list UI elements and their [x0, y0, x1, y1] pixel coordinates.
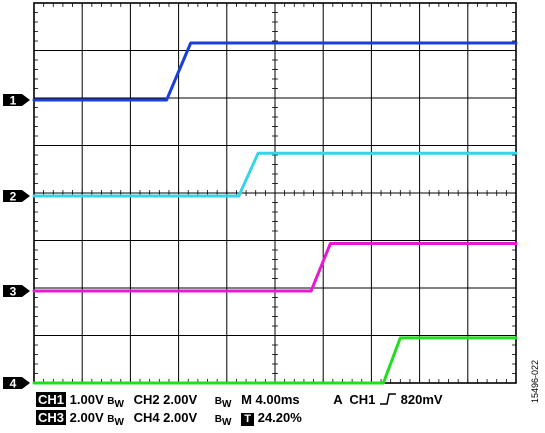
trigger-source: A CH1 [333, 392, 376, 407]
ch3-scale: 2.00V [69, 410, 104, 425]
timebase: M 4.00ms [241, 392, 300, 407]
ch3-label: CH3 [36, 410, 67, 425]
readout-row-2: CH3 2.00V BW CH4 2.00V BW T 24.20% [36, 410, 302, 428]
trace-ch4 [32, 336, 518, 385]
marker-label: 3 [10, 285, 17, 299]
trace-ch2 [32, 151, 518, 198]
rising-edge-icon [380, 393, 397, 405]
bw-limit-3: BW [107, 414, 124, 428]
traces [32, 41, 518, 385]
marker-shape [3, 190, 30, 202]
channel-marker-1: 1 [3, 94, 30, 108]
ch1-scale: 1.00V [69, 392, 104, 407]
marker-label: 4 [10, 377, 17, 391]
ch4-scale: CH4 2.00V [133, 410, 198, 425]
readout-row-1: CH1 1.00V BW CH2 2.00V BW M 4.00ms A CH1… [36, 392, 443, 410]
graticule [33, 2, 517, 384]
bw-limit-4: BW [214, 414, 232, 428]
ch1-label: CH1 [36, 392, 67, 407]
trace-ch3 [32, 242, 518, 293]
bw-limit-1: BW [107, 396, 124, 410]
bw-limit-2: BW [214, 396, 232, 410]
channel-marker-3: 3 [3, 285, 30, 299]
marker-label: 1 [10, 94, 17, 108]
trigger-level: 820mV [400, 392, 443, 407]
channel-marker-4: 4 [3, 377, 30, 391]
figure-id: 15496-022 [530, 359, 540, 403]
channel-markers: 1 2 3 4 [3, 94, 30, 391]
ch2-scale: CH2 2.00V [133, 392, 198, 407]
trace-ch1 [32, 41, 518, 102]
marker-label: 2 [10, 190, 17, 204]
marker-shape [3, 94, 30, 106]
trigger-position-icon: T [241, 413, 255, 426]
marker-shape [3, 285, 30, 297]
marker-shape [3, 377, 30, 389]
trigger-position: 24.20% [257, 410, 302, 425]
channel-marker-2: 2 [3, 190, 30, 204]
